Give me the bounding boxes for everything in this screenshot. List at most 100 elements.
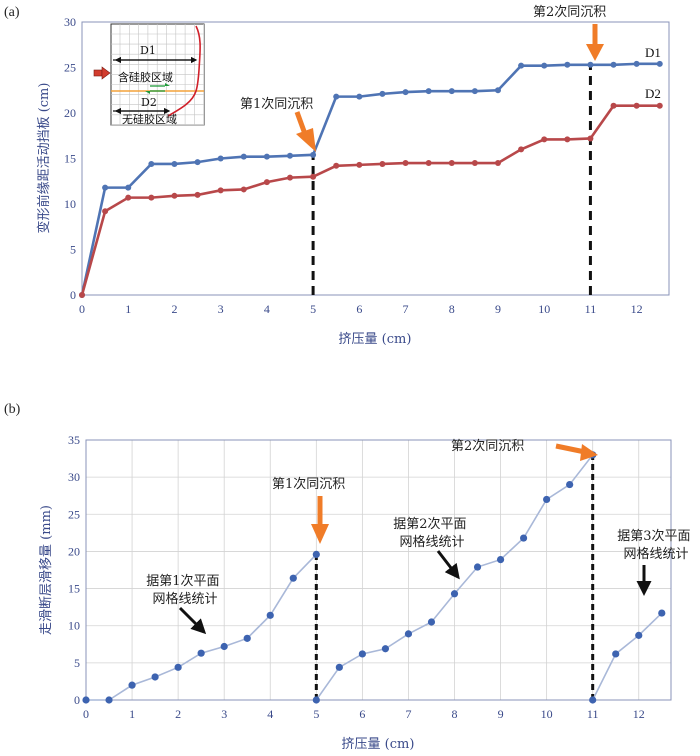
b-point-1-7 bbox=[473, 563, 482, 571]
b-x-tick-0: 0 bbox=[83, 707, 89, 721]
annotation-second-sync-a: 第2次同沉积 bbox=[533, 4, 606, 20]
a-y-tick-30: 30 bbox=[64, 15, 76, 29]
a-point-D1-17 bbox=[471, 88, 478, 95]
b-x-tick-6: 6 bbox=[359, 707, 365, 721]
a-point-D2-2 bbox=[125, 194, 132, 201]
b-point-2-2 bbox=[635, 631, 643, 639]
b-point-1-2 bbox=[358, 650, 366, 658]
inset-diagram: D1 含硅胶区域 D2 无硅胶区域 bbox=[93, 23, 205, 126]
plot-area-a bbox=[81, 21, 670, 296]
inset-label-d1: D1 bbox=[140, 44, 156, 57]
b-x-tick-1: 1 bbox=[129, 707, 135, 721]
b-point-1-9 bbox=[519, 534, 528, 542]
series-label-d1: D1 bbox=[645, 45, 661, 60]
b-point-0-7 bbox=[243, 634, 251, 642]
a-point-D2-22 bbox=[587, 135, 594, 142]
b-point-0-10 bbox=[312, 550, 320, 559]
a-point-D2-25 bbox=[656, 102, 663, 109]
vlines-b bbox=[314, 454, 595, 700]
annotation-first-sync-b: 第1次同沉积 bbox=[272, 476, 345, 492]
a-point-D1-4 bbox=[171, 160, 178, 167]
a-point-D2-10 bbox=[310, 173, 317, 180]
a-series-line-D2 bbox=[80, 104, 660, 296]
a-x-tick-9: 9 bbox=[495, 302, 501, 316]
a-point-D1-18 bbox=[494, 87, 501, 94]
a-x-tick-4: 4 bbox=[264, 302, 270, 316]
x-axis-title-a: 挤压量 (cm) bbox=[339, 332, 412, 347]
series-label-d2: D2 bbox=[645, 86, 661, 101]
a-point-D1-22 bbox=[587, 61, 594, 68]
b-y-tick-35: 35 bbox=[68, 433, 80, 447]
b-point-1-8 bbox=[496, 556, 505, 564]
a-point-D2-15 bbox=[425, 160, 432, 167]
a-x-tick-6: 6 bbox=[356, 302, 362, 316]
b-point-0-2 bbox=[128, 681, 136, 689]
a-point-D1-13 bbox=[379, 90, 386, 97]
b-x-tick-4: 4 bbox=[267, 707, 273, 721]
b-point-1-11 bbox=[566, 480, 574, 489]
a-point-D2-11 bbox=[333, 162, 340, 169]
a-y-tick-10: 10 bbox=[64, 197, 76, 211]
a-point-D1-20 bbox=[541, 62, 548, 69]
a-x-tick-2: 2 bbox=[171, 302, 177, 316]
vlines-a bbox=[311, 64, 592, 295]
b-point-0-1 bbox=[105, 696, 113, 704]
a-point-D1-11 bbox=[333, 93, 340, 100]
b-point-1-6 bbox=[450, 590, 459, 598]
a-y-tick-0: 0 bbox=[70, 288, 76, 302]
x-axis-title-b: 挤压量 (cm) bbox=[342, 737, 415, 752]
a-point-D1-19 bbox=[518, 62, 525, 69]
a-point-D2-9 bbox=[286, 174, 293, 181]
a-x-tick-5: 5 bbox=[310, 302, 316, 316]
b-x-tick-5: 5 bbox=[313, 707, 319, 721]
b-x-tick-8: 8 bbox=[452, 707, 458, 721]
a-x-tick-7: 7 bbox=[403, 302, 409, 316]
b-point-1-0 bbox=[312, 696, 320, 704]
b-point-0-3 bbox=[151, 673, 159, 681]
b-y-tick-0: 0 bbox=[74, 693, 80, 707]
a-point-D1-21 bbox=[564, 61, 571, 68]
a-point-D2-13 bbox=[379, 160, 386, 167]
b-point-2-3 bbox=[658, 609, 666, 617]
a-point-D1-2 bbox=[125, 184, 132, 191]
inset-grid bbox=[111, 24, 204, 126]
series-a bbox=[79, 60, 663, 298]
a-point-D1-6 bbox=[217, 155, 224, 162]
black-arrow-stat-2 bbox=[436, 550, 460, 580]
a-point-D2-4 bbox=[171, 192, 178, 199]
a-point-D1-10 bbox=[310, 151, 317, 158]
inset-deformation-front bbox=[167, 25, 201, 117]
a-point-D2-6 bbox=[217, 187, 224, 194]
annotation-stat-2: 据第2次平面 网格线统计 bbox=[393, 516, 470, 550]
a-point-D2-1 bbox=[102, 208, 109, 215]
a-point-D1-3 bbox=[148, 160, 155, 167]
a-x-tick-3: 3 bbox=[218, 302, 224, 316]
a-point-D1-15 bbox=[425, 88, 432, 95]
b-point-2-0 bbox=[589, 696, 597, 704]
b-x-tick-10: 10 bbox=[541, 707, 553, 721]
b-x-tick-9: 9 bbox=[498, 707, 504, 721]
a-point-D1-14 bbox=[402, 89, 409, 96]
a-point-D2-0 bbox=[79, 292, 85, 298]
panel-a-label: (a) bbox=[4, 5, 20, 20]
inset-label-with-silicone: 含硅胶区域 bbox=[118, 70, 173, 84]
inset-red-pointer-arrow bbox=[93, 66, 111, 80]
b-point-1-10 bbox=[543, 495, 551, 504]
black-arrow-stat-1 bbox=[178, 606, 207, 635]
inset-label-without-silicone: 无硅胶区域 bbox=[122, 112, 177, 126]
a-point-D2-18 bbox=[494, 160, 501, 167]
a-point-D1-1 bbox=[102, 184, 109, 191]
b-y-tick-25: 25 bbox=[68, 507, 80, 521]
y-axis-title-b: 走滑断层滑移量 (mm) bbox=[39, 505, 54, 635]
a-point-D2-14 bbox=[402, 160, 409, 167]
b-point-0-6 bbox=[220, 642, 228, 651]
grid-b bbox=[85, 439, 671, 701]
a-point-D1-24 bbox=[633, 60, 640, 67]
a-y-tick-15: 15 bbox=[64, 152, 76, 166]
b-point-0-9 bbox=[289, 574, 297, 582]
a-x-tick-11: 11 bbox=[585, 302, 597, 316]
